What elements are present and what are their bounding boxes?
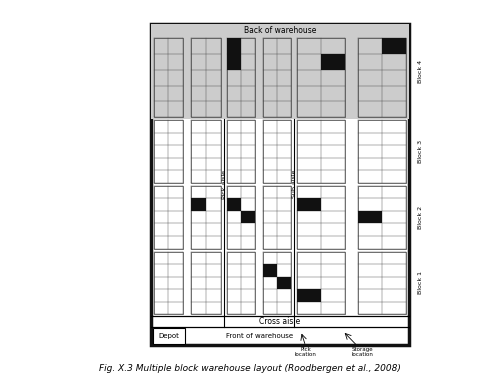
Bar [192,38,222,117]
Bar [227,252,256,314]
Bar [297,186,345,249]
Bar [297,38,345,117]
Text: Storage
location: Storage location [352,347,374,357]
Text: Pick aisle: Pick aisle [222,170,226,199]
Text: Cross aisle: Cross aisle [259,317,300,326]
Bar [150,24,409,119]
Bar [263,264,277,277]
Bar [358,38,406,117]
Bar [358,120,406,183]
Bar [242,211,256,223]
Bar [227,186,256,249]
Text: Depot: Depot [159,333,180,339]
Bar [227,54,242,70]
Bar [263,38,291,117]
Bar [192,186,222,249]
Bar [358,211,382,223]
Bar [192,252,222,314]
Bar [263,120,291,183]
Bar [227,38,256,117]
Bar [150,24,409,345]
Bar [192,120,222,183]
Bar [297,252,345,314]
Bar [382,38,406,54]
Text: Block 3: Block 3 [418,140,422,163]
Bar [227,198,242,211]
Bar [154,120,184,183]
Bar [263,186,291,249]
Text: Front of warehouse: Front of warehouse [226,333,292,339]
Bar [192,198,206,211]
Bar [154,252,184,314]
Text: Block 2: Block 2 [418,206,422,229]
Bar [154,186,184,249]
Text: Pick
location: Pick location [295,347,316,357]
Text: Sub aisle: Sub aisle [292,170,296,198]
Text: Block 1: Block 1 [418,271,422,294]
Bar [297,289,321,302]
Bar [153,328,186,344]
Bar [358,252,406,314]
Bar [297,120,345,183]
Bar [227,38,242,54]
Bar [154,38,184,117]
Text: Fig. X.3 Multiple block warehouse layout (Roodbergen et al., 2008): Fig. X.3 Multiple block warehouse layout… [99,364,401,373]
Text: Block 4: Block 4 [418,60,422,83]
Bar [263,252,291,314]
Bar [358,186,406,249]
Bar [277,277,291,289]
Text: Back of warehouse: Back of warehouse [244,26,316,36]
Bar [321,54,345,70]
Bar [227,120,256,183]
Bar [297,198,321,211]
